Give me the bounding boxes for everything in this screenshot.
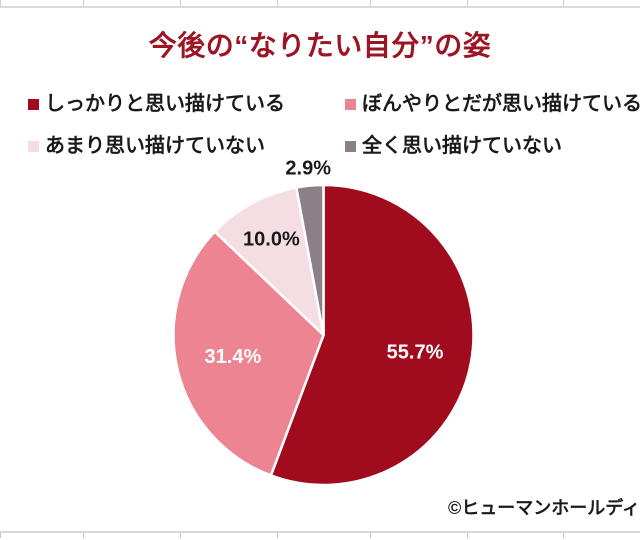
gridline-vertical <box>83 0 84 6</box>
legend-swatch-icon <box>345 140 356 152</box>
gridline-vertical <box>563 533 564 538</box>
legend-item: しっかりと思い描けている <box>28 90 345 118</box>
chart-title: 今後の“なりたい自分”の姿 <box>148 30 492 61</box>
gridline-vertical <box>83 533 84 538</box>
pie-slice-label: 10.0% <box>243 229 300 251</box>
gridline-vertical <box>0 0 1 6</box>
legend-swatch-icon <box>28 98 39 110</box>
gridline-vertical <box>180 0 181 6</box>
pie-slice-label: 31.4% <box>205 346 262 368</box>
chart-legend: しっかりと思い描けている ぼんやりとだが思い描けているあまり思い描けていない 全く思… <box>28 90 640 160</box>
pie-slice <box>295 183 325 337</box>
pie-slice-label: 2.9% <box>285 158 331 180</box>
legend-item: 全く思い描けていない <box>345 132 640 160</box>
gridline-vertical <box>563 0 564 6</box>
legend-label: 全く思い描けていない <box>362 135 562 157</box>
legend-label: あまり思い描けていない <box>45 135 265 157</box>
legend-swatch-icon <box>345 98 356 110</box>
gridline-vertical <box>180 533 181 538</box>
legend-label: ぼんやりとだが思い描けている <box>362 93 640 115</box>
gridline-horizontal-top <box>0 6 640 8</box>
copyright-text: ©ヒューマンホールディ <box>447 498 640 518</box>
legend-item: ぼんやりとだが思い描けている <box>345 90 640 118</box>
gridline-vertical <box>277 0 278 6</box>
pie-slice-label: 55.7% <box>387 342 444 364</box>
gridline-vertical <box>467 533 468 538</box>
legend-item: あまり思い描けていない <box>28 132 345 160</box>
gridline-vertical <box>467 0 468 6</box>
gridline-vertical <box>0 533 1 538</box>
gridline-vertical <box>277 533 278 538</box>
legend-swatch-icon <box>28 140 39 152</box>
pie-slice <box>213 186 325 337</box>
legend-label: しっかりと思い描けている <box>45 93 285 115</box>
gridline-vertical <box>370 533 371 538</box>
gridline-vertical <box>370 0 371 6</box>
gridline-horizontal-bottom <box>0 531 640 533</box>
pie-slice <box>269 183 475 487</box>
pie-slice <box>172 230 325 477</box>
